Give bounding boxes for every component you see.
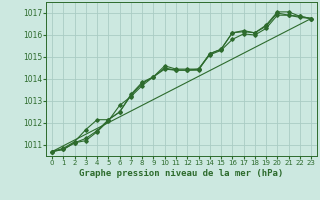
X-axis label: Graphe pression niveau de la mer (hPa): Graphe pression niveau de la mer (hPa)	[79, 169, 284, 178]
